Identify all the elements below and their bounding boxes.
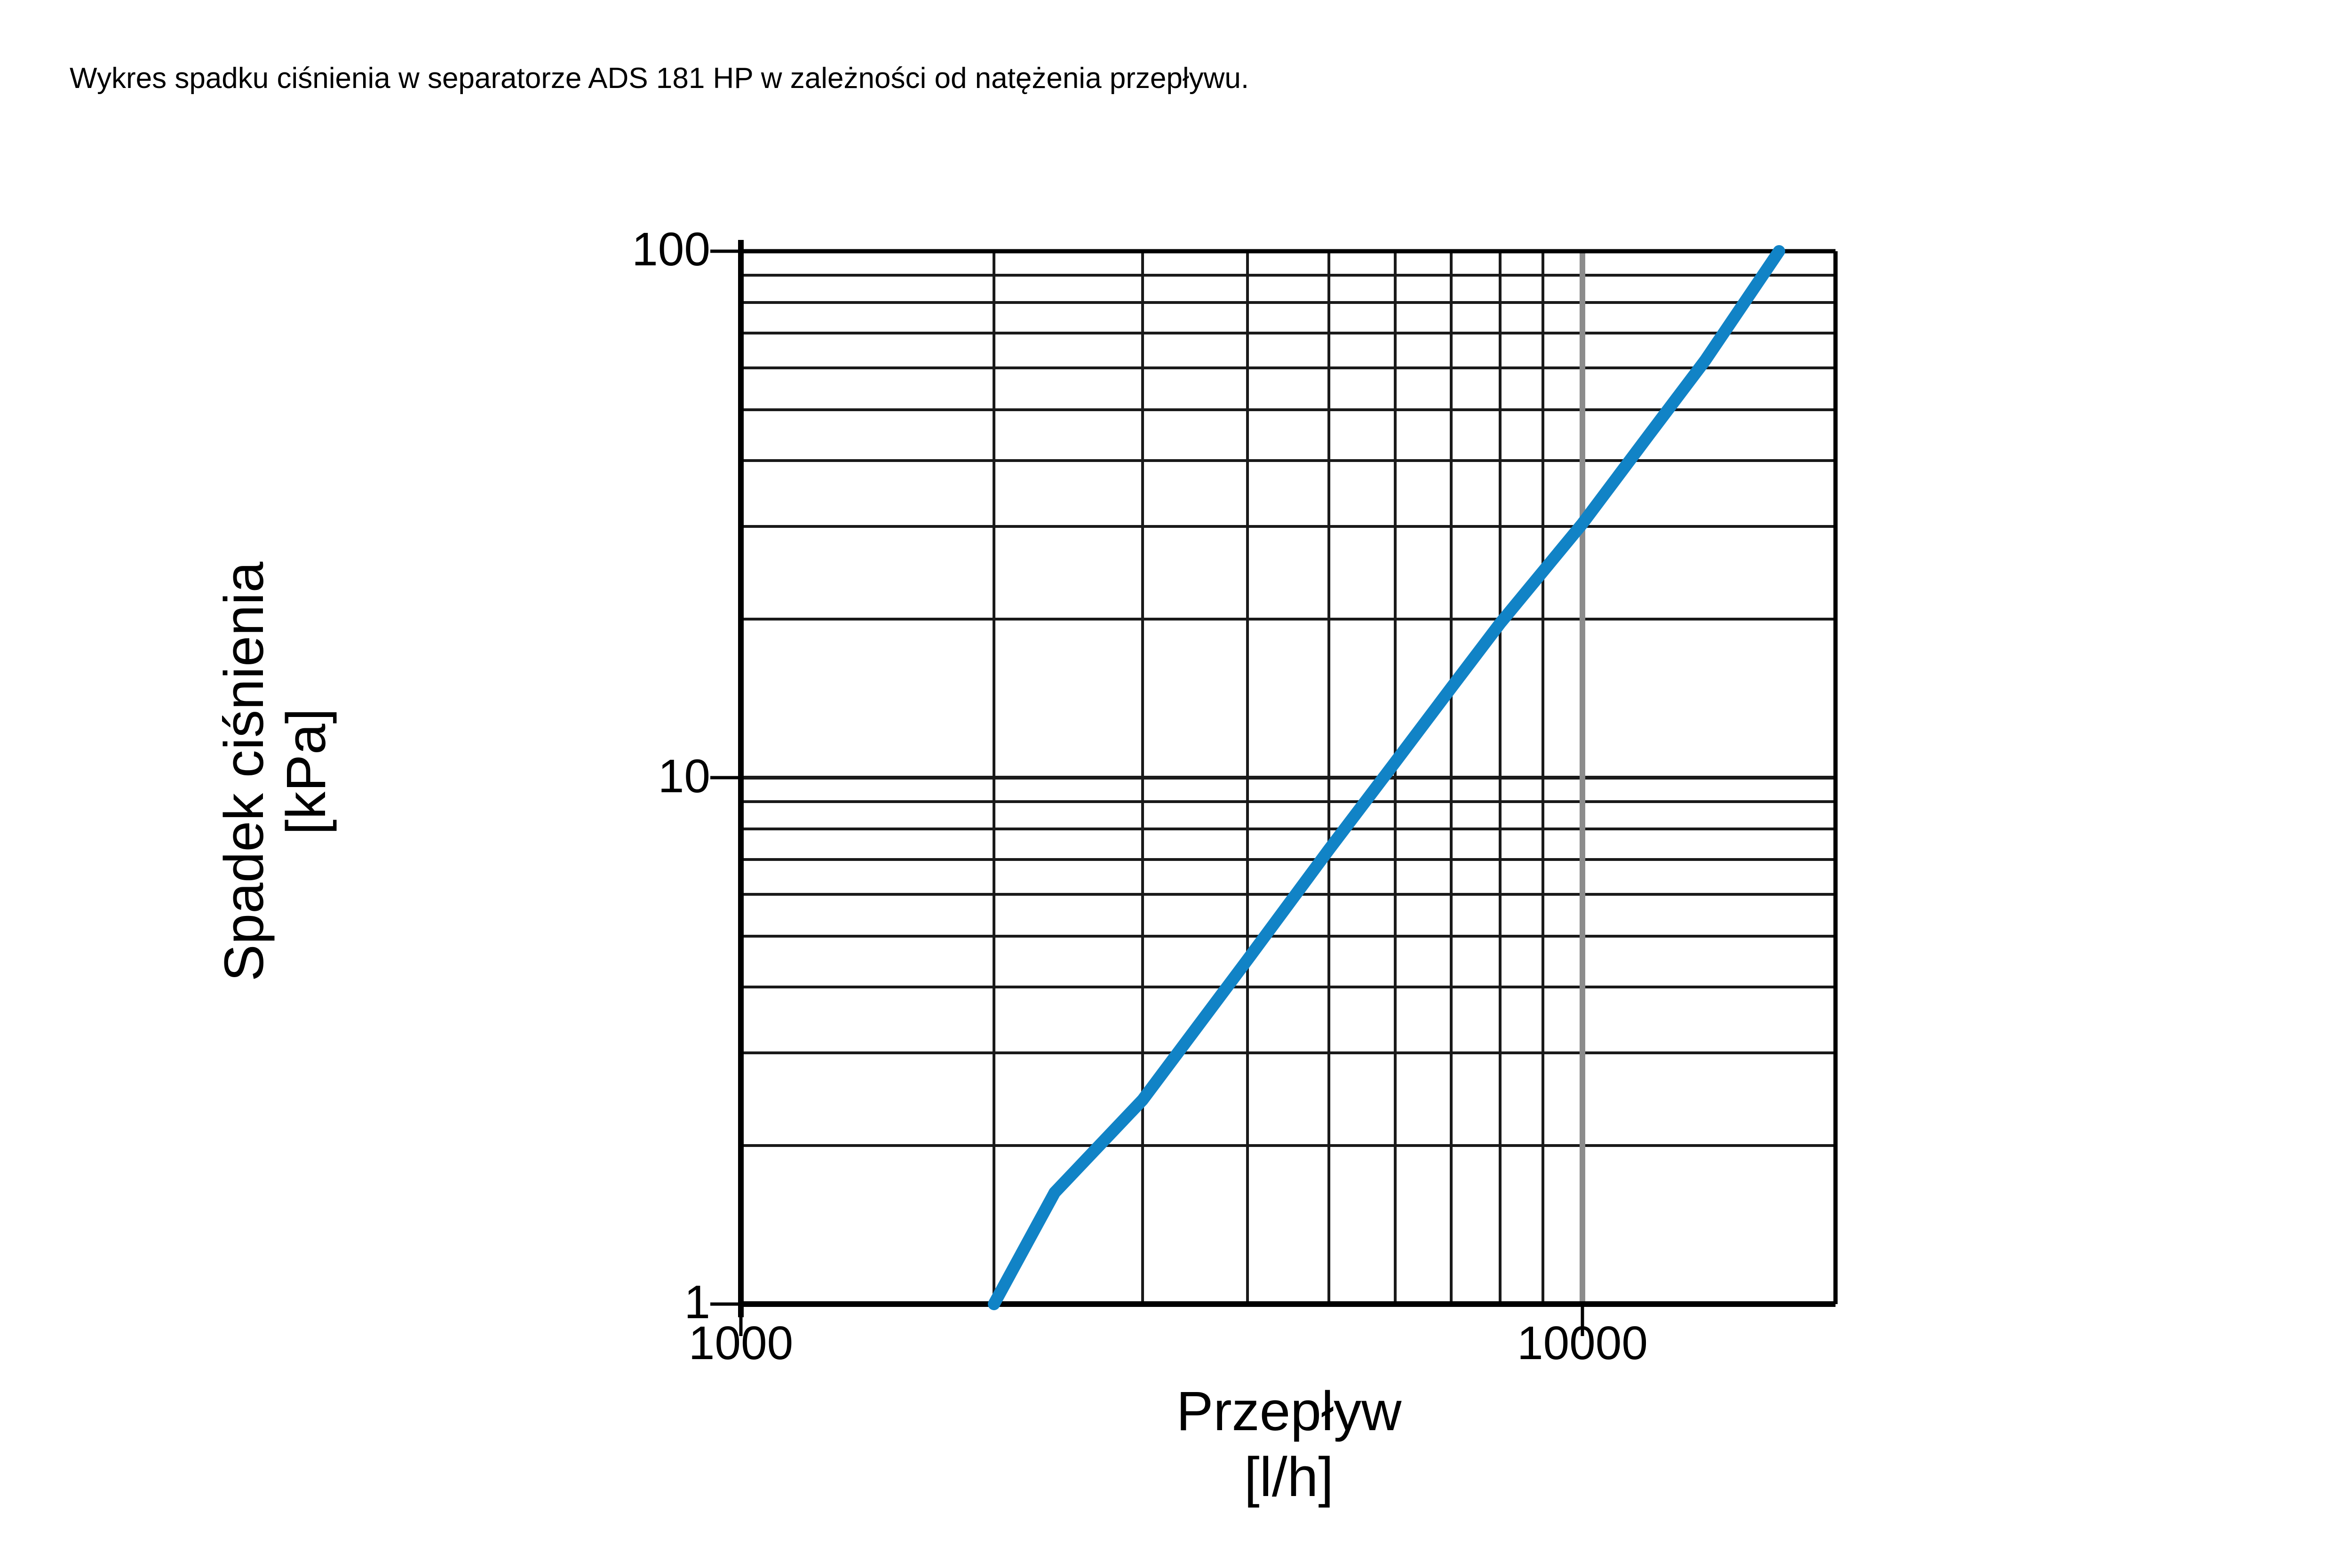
y-axis-title-line2: [kPa]: [275, 708, 337, 835]
series-ads181hp: [988, 245, 1785, 1310]
x-axis-tick-10000: 10000: [1517, 1317, 1648, 1369]
x-axis-tick-1000: 1000: [688, 1317, 794, 1369]
y-axis-tick-1: 1: [684, 1276, 710, 1329]
x-axis-title: Przepływ [l/h]: [741, 1378, 1837, 1510]
x-axis-title-line2: [l/h]: [1244, 1446, 1334, 1508]
y-axis-tick-10: 10: [658, 750, 710, 803]
y-gridlines: [741, 274, 1836, 1147]
tick-marks: [710, 249, 1584, 1336]
y-axis-title-line1: Spadek ciśnienia: [213, 561, 275, 982]
pressure-drop-curve: [988, 245, 1785, 1310]
x-axis-title-line1: Przepływ: [1176, 1380, 1402, 1442]
page-title: Wykres spadku ciśnienia w separatorze AD…: [70, 62, 1249, 95]
y-axis-title: Spadek ciśnienia [kPa]: [213, 442, 337, 1101]
y-axis-tick-100: 100: [632, 223, 710, 276]
x-gridlines: [993, 251, 1544, 1304]
